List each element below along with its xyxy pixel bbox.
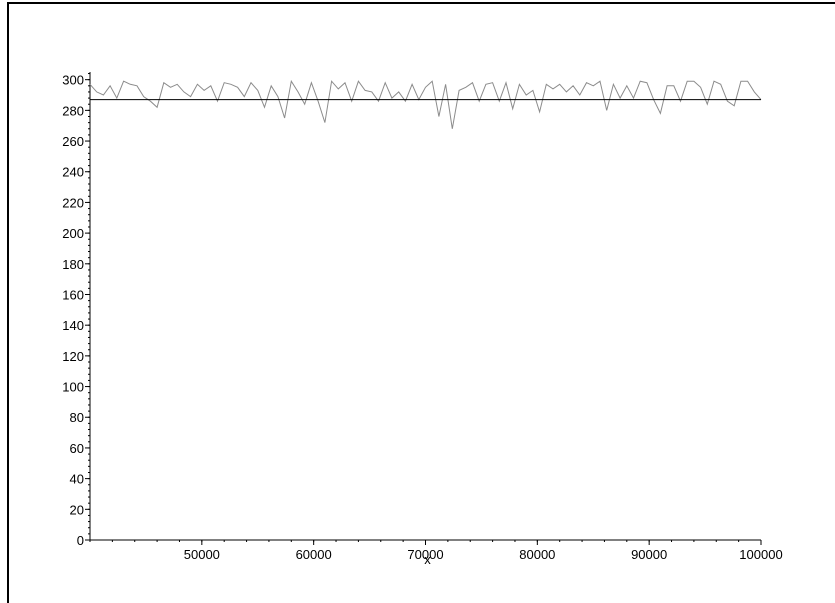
y-tick-label: 220: [62, 195, 84, 210]
y-tick-label: 200: [62, 226, 84, 241]
y-tick-label: 260: [62, 134, 84, 149]
x-tick-label: 100000: [739, 547, 782, 562]
x-tick-label: 90000: [631, 547, 667, 562]
y-tick-label: 0: [77, 533, 84, 548]
x-axis-title: x: [424, 552, 431, 567]
x-tick-label: 80000: [519, 547, 555, 562]
y-tick-label: 240: [62, 165, 84, 180]
y-tick-label: 20: [70, 502, 84, 517]
y-tick-label: 60: [70, 441, 84, 456]
x-tick-label: 50000: [184, 547, 220, 562]
window-border-top: [7, 2, 835, 4]
y-tick-label: 40: [70, 472, 84, 487]
window-border-left: [7, 2, 9, 603]
y-tick-label: 140: [62, 318, 84, 333]
x-tick-label: 70000: [407, 547, 443, 562]
x-axis: 50000 60000 70000 80000 90000 100000: [89, 539, 783, 562]
y-tick-label: 280: [62, 103, 84, 118]
y-tick-label: 100: [62, 380, 84, 395]
data-series-line: [89, 79, 762, 129]
y-tick-label: 180: [62, 257, 84, 272]
y-tick-label: 80: [70, 410, 84, 425]
y-tick-label: 300: [62, 73, 84, 88]
y-tick-label: 120: [62, 349, 84, 364]
x-tick-label: 60000: [296, 547, 332, 562]
series-layer: [89, 79, 762, 129]
y-tick-label: 160: [62, 287, 84, 302]
y-axis: 0 20 40 60 80 100 120 140 160 180 200 220 240 260 280 3…: [62, 72, 91, 548]
